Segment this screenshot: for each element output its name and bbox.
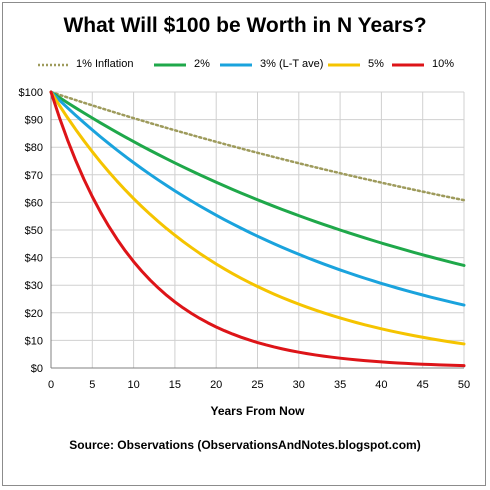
legend-label-10pct: 10% — [432, 58, 455, 70]
x-tick-label: 40 — [375, 379, 387, 391]
series-line-2 — [49, 90, 466, 307]
x-tick-label: 45 — [417, 379, 429, 391]
legend-label-5pct: 5% — [368, 58, 384, 70]
x-tick-label: 15 — [169, 379, 181, 391]
y-tick-label: $0 — [31, 363, 43, 375]
y-tick-label: $30 — [25, 280, 43, 292]
x-tick-label: 50 — [458, 379, 470, 391]
series-line-3 — [49, 90, 466, 346]
chart-title: What Will $100 be Worth in N Years? — [63, 14, 427, 37]
y-tick-label: $60 — [25, 197, 43, 209]
y-tick-label: $40 — [25, 253, 43, 265]
x-axis-title: Years From Now — [210, 404, 305, 418]
legend-label-1pct: 1% Inflation — [76, 58, 134, 70]
series-line-0 — [49, 90, 466, 202]
y-tick-label: $70 — [25, 170, 43, 182]
legend-label-2pct: 2% — [194, 58, 210, 70]
x-tick-label: 5 — [89, 379, 95, 391]
y-tick-label: $10 — [25, 335, 43, 347]
source-note: Source: Observations (ObservationsAndNot… — [69, 438, 421, 452]
x-tick-label: 35 — [334, 379, 346, 391]
y-tick-label: $100 — [19, 87, 43, 99]
legend-label-3pct: 3% (L-T ave) — [260, 58, 324, 70]
series-line-1 — [49, 90, 466, 267]
x-tick-label: 25 — [251, 379, 263, 391]
x-tick-label: 30 — [293, 379, 305, 391]
series-line-4 — [49, 90, 466, 368]
y-tick-label: $90 — [25, 115, 43, 127]
y-tick-label: $80 — [25, 142, 43, 154]
y-tick-label: $50 — [25, 225, 43, 237]
x-tick-label: 10 — [127, 379, 139, 391]
x-tick-label: 0 — [48, 379, 54, 391]
x-tick-label: 20 — [210, 379, 222, 391]
y-tick-label: $20 — [25, 308, 43, 320]
